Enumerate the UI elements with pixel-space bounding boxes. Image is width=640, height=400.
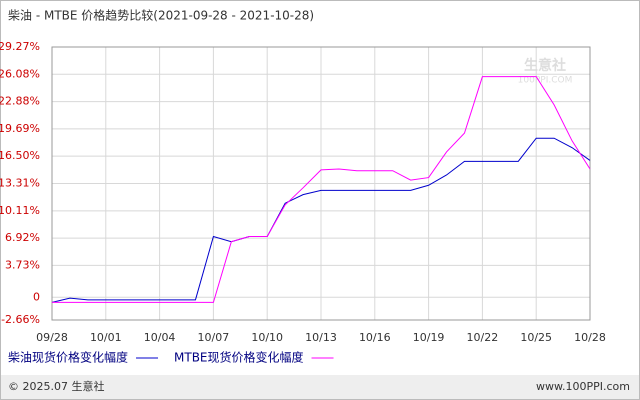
x-tick-label: 10/22: [467, 331, 499, 344]
footer-band: [1, 375, 639, 399]
chart-title: 柴油 - MTBE 价格趋势比较(2021-09-28 - 2021-10-28…: [8, 8, 314, 23]
y-tick-label: 22.88%: [0, 95, 40, 108]
y-tick-label: -2.66%: [1, 313, 40, 326]
x-tick-label: 10/01: [90, 331, 122, 344]
y-tick-label: 19.69%: [0, 122, 40, 135]
plot-border: [51, 46, 591, 321]
legend-label: MTBE现货价格变化幅度: [174, 350, 304, 365]
data-line: [52, 76, 591, 303]
x-tick-label: 10/04: [144, 331, 176, 344]
footer-left: © 2025.07 生意社: [8, 379, 104, 393]
x-tick-label: 10/07: [198, 331, 230, 344]
y-tick-label: 16.50%: [0, 149, 40, 162]
x-tick-label: 10/16: [359, 331, 391, 344]
y-tick-label: 6.92%: [5, 231, 40, 244]
y-tick-label: 29.27%: [0, 40, 40, 53]
x-tick-label: 10/19: [413, 331, 445, 344]
footer-right: www.100PPI.com: [536, 380, 630, 393]
x-tick-label: 10/28: [574, 331, 606, 344]
y-tick-label: 3.73%: [5, 258, 40, 271]
y-tick-label: 0: [33, 290, 40, 303]
x-tick-label: 10/25: [520, 331, 552, 344]
x-tick-label: 09/28: [36, 331, 68, 344]
x-tick-label: 10/13: [305, 331, 337, 344]
y-tick-label: 10.11%: [0, 204, 40, 217]
watermark: 生意社: [524, 57, 566, 74]
y-tick-label: 13.31%: [0, 176, 40, 189]
x-tick-label: 10/10: [251, 331, 283, 344]
data-line: [51, 137, 591, 303]
y-tick-label: 26.08%: [0, 67, 40, 80]
watermark: 100PPI.COM: [518, 76, 573, 86]
legend-label: 柴油现货价格变化幅度: [8, 350, 128, 365]
